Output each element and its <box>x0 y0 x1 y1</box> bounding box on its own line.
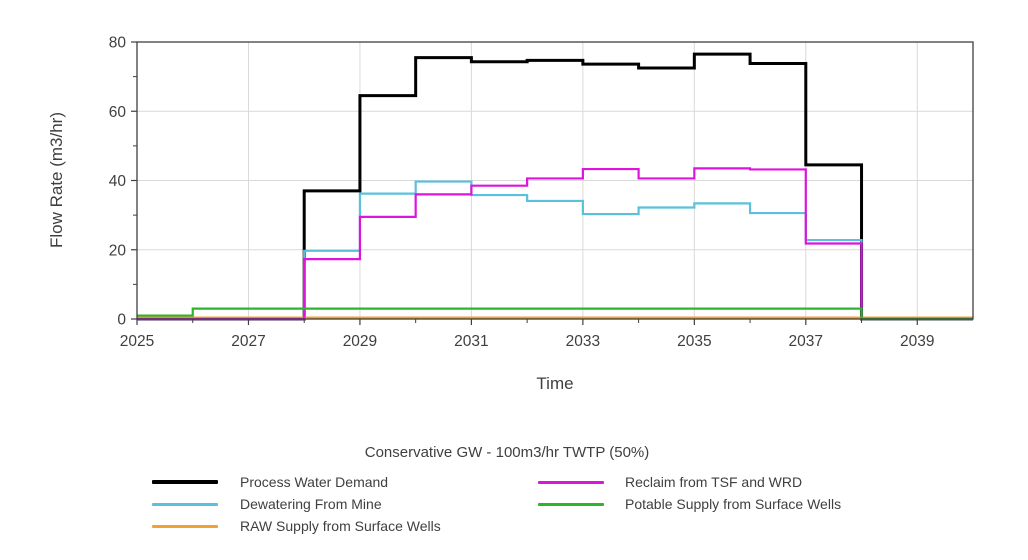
series-line-dewatering-from-mine <box>137 180 973 321</box>
legend: Process Water Demand Dewatering From Mine… <box>0 471 1028 551</box>
y-tick-label: 60 <box>109 104 127 121</box>
legend-item: RAW Supply from Surface Wells <box>0 515 1028 537</box>
legend-swatch-potable-supply-from-surface-wells <box>538 502 604 506</box>
legend-label: Potable Supply from Surface Wells <box>625 496 842 512</box>
legend-label: Process Water Demand <box>240 474 389 490</box>
x-tick-label: 2035 <box>677 333 711 350</box>
y-tick-label: 80 <box>109 35 127 52</box>
legend-swatch-process-water-demand <box>152 480 218 484</box>
legend-label: Dewatering From Mine <box>240 496 382 512</box>
series-line-reclaim-from-tsf-and-wrd <box>137 167 973 321</box>
x-axis-title: Time <box>536 374 574 393</box>
plot-area: 2025 2027 2029 2031 2033 2035 2037 2039 0 20 40 60 8… <box>109 35 974 351</box>
y-tick-label: 20 <box>109 242 127 259</box>
series-line-potable-supply-from-surface-wells <box>137 307 973 321</box>
y-tick-label: 40 <box>109 173 127 190</box>
x-tick-label: 2029 <box>343 333 377 350</box>
legend-label: RAW Supply from Surface Wells <box>240 518 441 534</box>
series-lines <box>137 52 973 321</box>
legend-title: Conservative GW - 100m3/hr TWTP (50%) <box>364 444 650 461</box>
x-tick-label: 2025 <box>120 333 154 350</box>
gridlines <box>137 42 973 319</box>
x-tick-label: 2033 <box>566 333 600 350</box>
legend-item: Process Water Demand <box>0 471 1028 493</box>
x-tick-label: 2027 <box>231 333 265 350</box>
x-tick-label: 2039 <box>900 333 934 350</box>
legend-item: Reclaim from TSF and WRD <box>0 471 1028 493</box>
x-tick-label: 2037 <box>789 333 823 350</box>
tick-labels: 2025 2027 2029 2031 2033 2035 2037 2039 0 20 40 60 8… <box>109 35 935 351</box>
series-line-process-water-demand <box>137 52 973 321</box>
legend-swatch-raw-supply-from-surface-wells <box>152 524 218 528</box>
legend-swatch-dewatering-from-mine <box>152 502 218 506</box>
x-tick-label: 2031 <box>454 333 488 350</box>
y-tick-label: 0 <box>117 312 126 329</box>
axis-ticks <box>131 41 918 325</box>
legend-swatch-reclaim-from-tsf-and-wrd <box>538 480 604 484</box>
legend-label: Reclaim from TSF and WRD <box>625 474 803 490</box>
legend-item: Potable Supply from Surface Wells <box>0 493 1028 515</box>
legend-item: Dewatering From Mine <box>0 493 1028 515</box>
